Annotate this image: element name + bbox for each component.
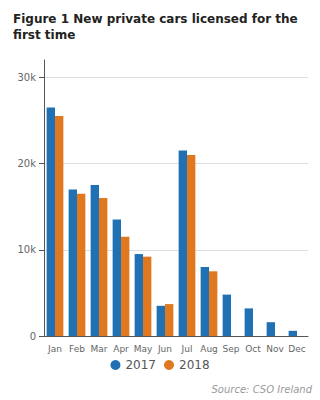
svg-text:Jul: Jul <box>181 344 193 354</box>
svg-text:10k: 10k <box>17 244 36 255</box>
svg-text:2018: 2018 <box>179 358 210 372</box>
svg-text:Dec: Dec <box>288 344 305 354</box>
svg-text:20k: 20k <box>17 158 36 169</box>
svg-text:Nov: Nov <box>266 344 284 354</box>
svg-text:Feb: Feb <box>69 344 85 354</box>
svg-text:Aug: Aug <box>200 344 218 354</box>
svg-text:Oct: Oct <box>245 344 261 354</box>
svg-text:May: May <box>134 344 153 354</box>
svg-text:Source: CSO Ireland: Source: CSO Ireland <box>212 384 313 395</box>
svg-text:Jan: Jan <box>47 344 62 354</box>
svg-text:Apr: Apr <box>113 344 129 354</box>
svg-text:30k: 30k <box>17 72 36 83</box>
svg-text:Jun: Jun <box>157 344 172 354</box>
svg-text:first time: first time <box>13 28 75 42</box>
svg-text:0: 0 <box>30 331 36 342</box>
svg-text:2017: 2017 <box>125 358 156 372</box>
svg-text:Figure 1 New private cars lice: Figure 1 New private cars licensed for t… <box>13 12 298 26</box>
svg-text:Mar: Mar <box>91 344 108 354</box>
svg-text:Sep: Sep <box>223 344 240 354</box>
